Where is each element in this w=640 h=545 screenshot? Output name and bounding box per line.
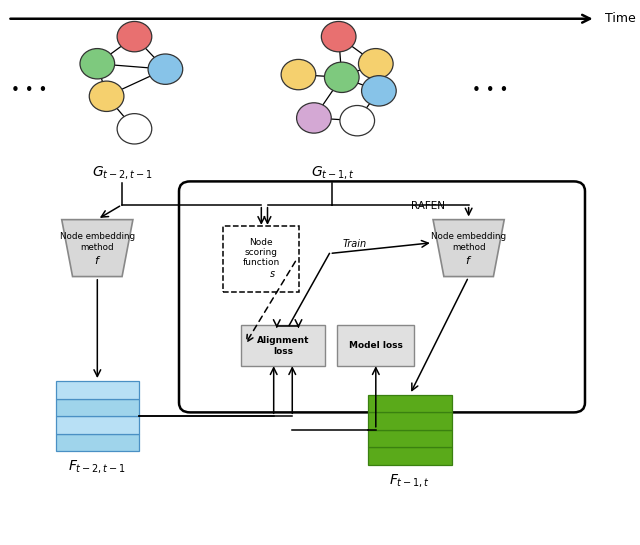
Text: function: function [243,258,280,267]
Bar [56,398,139,416]
Text: Time: Time [605,12,636,25]
Bar [56,434,139,451]
Circle shape [340,106,374,136]
Text: $F_{t-2,t-1}$: $F_{t-2,t-1}$ [68,458,126,475]
Text: • • •: • • • [472,83,509,98]
Circle shape [358,49,393,79]
FancyBboxPatch shape [241,325,324,366]
Text: method: method [452,243,486,251]
Text: Alignment: Alignment [257,336,309,345]
Circle shape [321,21,356,52]
Bar [56,416,139,434]
Text: $F_{t-1,t}$: $F_{t-1,t}$ [389,471,430,489]
Circle shape [148,54,182,84]
Circle shape [281,59,316,90]
FancyBboxPatch shape [223,226,300,292]
Text: Node: Node [250,238,273,247]
Text: Node embedding: Node embedding [431,232,506,241]
Circle shape [362,76,396,106]
Circle shape [324,62,359,93]
Circle shape [117,113,152,144]
Bar [56,381,139,398]
Text: $s$: $s$ [269,269,276,279]
Polygon shape [61,220,133,276]
Text: RAFEN: RAFEN [411,201,445,211]
Bar [368,412,452,430]
Text: $G_{t-2,t-1}$: $G_{t-2,t-1}$ [92,164,152,181]
Text: Node embedding: Node embedding [60,232,135,241]
Text: • • •: • • • [11,83,47,98]
Text: $G_{t-1,t}$: $G_{t-1,t}$ [310,164,355,181]
Text: $f$: $f$ [465,254,472,266]
Circle shape [117,21,152,52]
Text: method: method [81,243,114,251]
Bar [368,395,452,412]
Text: Model loss: Model loss [349,341,403,350]
Polygon shape [433,220,504,276]
Bar [368,447,452,465]
Text: Train: Train [342,239,366,249]
Text: scoring: scoring [245,248,278,257]
Text: loss: loss [273,347,293,356]
FancyBboxPatch shape [337,325,415,366]
Circle shape [296,103,332,133]
Circle shape [89,81,124,112]
Text: $f$: $f$ [93,254,101,266]
Bar [368,430,452,447]
FancyBboxPatch shape [179,181,585,413]
Circle shape [80,49,115,79]
